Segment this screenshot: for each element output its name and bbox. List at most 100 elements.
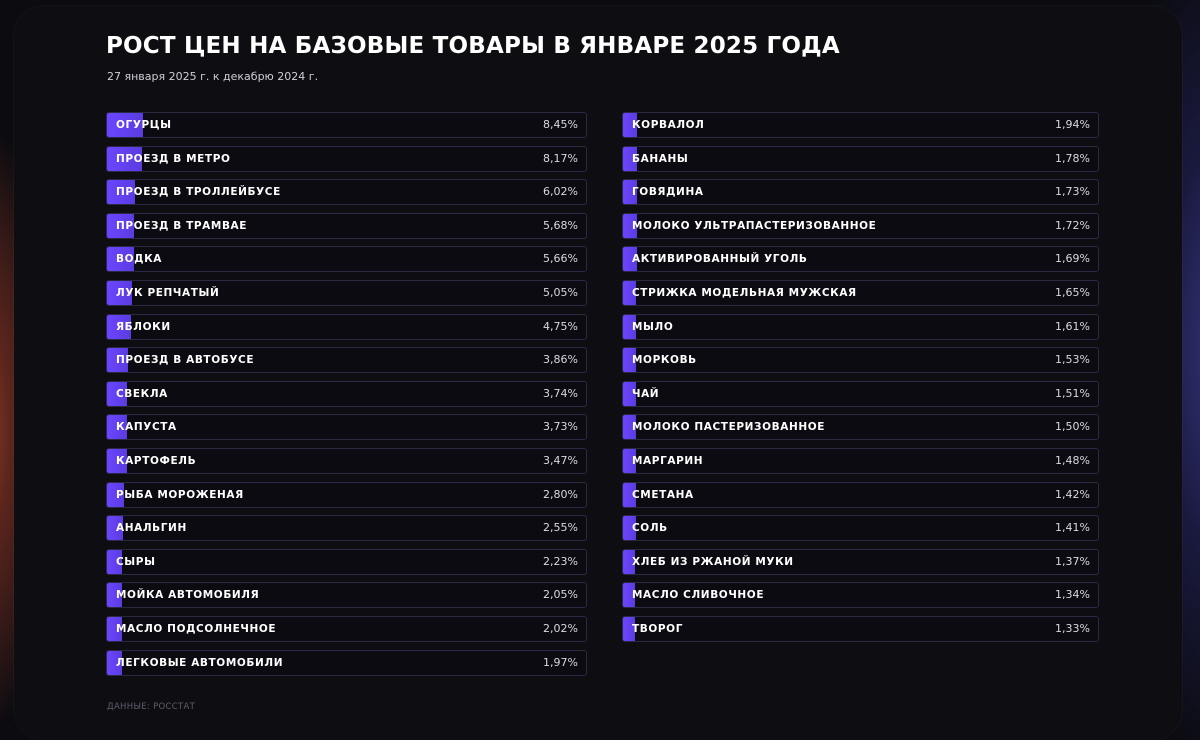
bar [107, 482, 125, 507]
bar-value: 8,45% [543, 118, 578, 131]
bar-row: ПРОЕЗД В МЕТРО 8,17% [106, 145, 587, 172]
bar-row: МОЙКА АВТОМОБИЛЯ 2,05% [106, 582, 587, 609]
bar-label: МОРКОВЬ [632, 354, 697, 367]
bar-label: ЯБЛОКИ [116, 320, 171, 333]
bar-column-right: КОРВАЛОЛ 1,94% БАНАНЫ 1,78% ГОВЯДИНА 1,73% МОЛ… [622, 112, 1099, 650]
bar-value: 1,41% [1055, 521, 1090, 535]
bar [623, 213, 637, 238]
bar-label: АНАЛЬГИН [116, 522, 187, 535]
bar-row: ПРОЕЗД В ТРОЛЛЕЙБУСЕ 6,02% [106, 179, 587, 206]
bar-row: ГОВЯДИНА 1,73% [622, 179, 1099, 206]
bar-row: ТВОРОГ 1,33% [622, 615, 1099, 642]
bar-value: 1,73% [1055, 185, 1090, 199]
bar-value: 5,05% [543, 285, 578, 299]
bar [623, 314, 637, 339]
bar-label: МАРГАРИН [632, 454, 704, 467]
bar-value: 3,74% [543, 386, 578, 400]
bar-label: ЛЕГКОВЫЕ АВТОМОБИЛИ [116, 656, 284, 669]
bar-value: 1,37% [1055, 554, 1090, 568]
bar-row: МАСЛО ПОДСОЛНЕЧНОЕ 2,02% [106, 615, 587, 642]
bar-label: ОГУРЦЫ [116, 119, 172, 131]
bar [107, 247, 134, 272]
bar-label: ТВОРОГ [632, 622, 684, 635]
bar-row: РЫБА МОРОЖЕНАЯ 2,80% [106, 481, 587, 508]
bar-row: ПРОЕЗД В АВТОБУСЕ 3,86% [106, 347, 587, 374]
bar-row: ЯБЛОКИ 4,75% [106, 313, 587, 340]
bar [107, 448, 127, 473]
bar-row: БАНАНЫ 1,78% [622, 145, 1099, 172]
bar-row: МОЛОКО ПАСТЕРИЗОВАННОЕ 1,50% [622, 414, 1099, 441]
bar-value: 3,73% [543, 420, 578, 434]
bar-value: 4,75% [543, 319, 578, 333]
bar-row: КОРВАЛОЛ 1,94% [622, 112, 1099, 138]
bar-row: ХЛЕБ ИЗ РЖАНОЙ МУКИ 1,37% [622, 548, 1099, 575]
chart-subtitle: 27 января 2025 г. к декабрю 2024 г. [107, 70, 319, 83]
bar-label: БАНАНЫ [632, 152, 689, 165]
bar [107, 381, 128, 406]
bar-column-left: ОГУРЦЫ 8,45% ПРОЕЗД В МЕТРО 8,17% ПРОЕЗД В Т… [106, 112, 587, 683]
bar-value: 1,78% [1055, 151, 1090, 165]
bar-value: 1,51% [1055, 386, 1090, 400]
bar [623, 381, 636, 406]
bar-value: 6,02% [543, 185, 578, 199]
bar [107, 314, 131, 339]
bar-row: СЫРЫ 2,23% [106, 548, 587, 575]
bar-value: 1,94% [1055, 118, 1090, 131]
bar-row: ПРОЕЗД В ТРАМВАЕ 5,68% [106, 212, 587, 239]
bar-row: ВОДКА 5,66% [106, 246, 587, 273]
bar-value: 1,65% [1055, 285, 1090, 299]
bar-label: РЫБА МОРОЖЕНАЯ [116, 488, 244, 501]
bar-value: 2,23% [543, 554, 578, 568]
bar-value: 2,80% [543, 487, 578, 501]
bar-label: АКТИВИРОВАННЫЙ УГОЛЬ [632, 253, 808, 266]
bar [623, 247, 637, 272]
bar-value: 5,68% [543, 218, 578, 232]
bar-label: МАСЛО ПОДСОЛНЕЧНОЕ [116, 622, 277, 635]
bar-value: 2,55% [543, 521, 578, 535]
bar [623, 616, 636, 641]
bar-value: 1,61% [1055, 319, 1090, 333]
bar-label: СЫРЫ [116, 555, 156, 568]
bar [107, 583, 122, 608]
bar [107, 348, 128, 373]
bar-label: МОЛОКО ПАСТЕРИЗОВАННОЕ [632, 421, 826, 434]
bar [623, 415, 636, 440]
bar-row: МАРГАРИН 1,48% [622, 447, 1099, 474]
bar [623, 146, 637, 171]
bar [623, 280, 637, 305]
bar [107, 180, 135, 205]
bar-label: ПРОЕЗД В ТРОЛЛЕЙБУСЕ [116, 186, 281, 199]
bar-row: АКТИВИРОВАННЫЙ УГОЛЬ 1,69% [622, 246, 1099, 273]
bar-label: ГОВЯДИНА [632, 186, 704, 199]
bar-value: 1,34% [1055, 588, 1090, 602]
bar-label: ПРОЕЗД В ТРАМВАЕ [116, 219, 248, 232]
bar-label: ХЛЕБ ИЗ РЖАНОЙ МУКИ [632, 555, 794, 568]
bar [623, 516, 636, 541]
bar-label: МЫЛО [632, 320, 674, 333]
bar-value: 1,42% [1055, 487, 1090, 501]
bar [107, 213, 134, 238]
bar-row: ЛЕГКОВЫЕ АВТОМОБИЛИ 1,97% [106, 649, 587, 676]
bar-label: МОЙКА АВТОМОБИЛЯ [116, 589, 260, 602]
bar-label: КОРВАЛОЛ [632, 119, 705, 131]
bar-label: ЧАЙ [632, 387, 660, 400]
bar-value: 1,69% [1055, 252, 1090, 266]
bar-value: 1,72% [1055, 218, 1090, 232]
bar-row: СМЕТАНА 1,42% [622, 481, 1099, 508]
bar [623, 549, 636, 574]
bar-label: ПРОЕЗД В МЕТРО [116, 152, 231, 165]
bar-value: 8,17% [543, 151, 578, 165]
bar [107, 549, 123, 574]
bar-row: МОЛОКО УЛЬТРАПАСТЕРИЗОВАННОЕ 1,72% [622, 212, 1099, 239]
bar-row: МАСЛО СЛИВОЧНОЕ 1,34% [622, 582, 1099, 609]
bar-value: 3,47% [543, 453, 578, 467]
bar-row: СТРИЖКА МОДЕЛЬНАЯ МУЖСКАЯ 1,65% [622, 279, 1099, 306]
bar-value: 1,48% [1055, 453, 1090, 467]
bar-label: КАПУСТА [116, 421, 177, 434]
bar [623, 348, 636, 373]
bar-row: АНАЛЬГИН 2,55% [106, 515, 587, 542]
bar-value: 2,02% [543, 621, 578, 635]
bar [107, 146, 142, 171]
bar-label: ВОДКА [116, 253, 162, 266]
bar-label: ЛУК РЕПЧАТЫЙ [116, 286, 220, 299]
